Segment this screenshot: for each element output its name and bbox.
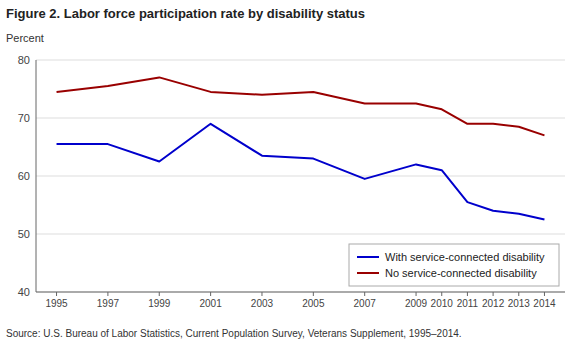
legend-swatch — [357, 272, 379, 274]
x-tick — [210, 292, 211, 296]
x-tick-label: 2003 — [251, 298, 274, 309]
x-tick-label: 2014 — [533, 298, 556, 309]
title: Figure 2. Labor force participation rate… — [6, 6, 365, 21]
y-tick-label: 40 — [18, 286, 30, 298]
x-tick-label: 2005 — [302, 298, 325, 309]
x-tick-label: 1997 — [97, 298, 120, 309]
x-tick — [416, 292, 417, 296]
grid-line — [36, 292, 565, 293]
y-axis-line — [36, 60, 37, 292]
chart-container: Figure 2. Labor force participation rate… — [0, 0, 575, 345]
x-tick — [493, 292, 494, 296]
series-line — [57, 77, 545, 135]
x-tick — [544, 292, 545, 296]
x-axis-line — [36, 292, 565, 293]
grid-line — [36, 176, 565, 177]
x-tick — [107, 292, 108, 296]
y-axis-label: Percent — [6, 32, 44, 44]
x-tick — [467, 292, 468, 296]
grid-line — [36, 60, 565, 61]
legend-box — [349, 244, 559, 286]
x-tick — [518, 292, 519, 296]
x-tick — [56, 292, 57, 296]
x-tick — [441, 292, 442, 296]
x-tick — [313, 292, 314, 296]
x-tick-label: 2013 — [508, 298, 531, 309]
x-tick-label: 2012 — [482, 298, 505, 309]
x-tick — [261, 292, 262, 296]
x-tick — [364, 292, 365, 296]
chart: Figure 2. Labor force participation rate… — [0, 0, 575, 345]
y-tick-label: 80 — [18, 54, 30, 66]
grid-line — [36, 118, 565, 119]
lines — [57, 77, 545, 219]
series-line — [57, 124, 545, 220]
grid — [36, 60, 565, 292]
x-tick-label: 2007 — [354, 298, 377, 309]
x-tick-label: 2010 — [431, 298, 454, 309]
x-tick-label: 1999 — [148, 298, 171, 309]
y-tick-label: 50 — [18, 228, 30, 240]
grid-line — [36, 234, 565, 235]
x-tick-label: 2001 — [199, 298, 222, 309]
source-note: Source: U.S. Bureau of Labor Statistics,… — [6, 328, 462, 339]
y-tick-label: 60 — [18, 170, 30, 182]
x-tick-label: 1995 — [45, 298, 68, 309]
x-tick — [159, 292, 160, 296]
legend-swatch — [357, 256, 379, 258]
legend: With service-connected disability No serv… — [349, 244, 559, 286]
legend-entry: No service-connected disability — [385, 267, 537, 279]
y-tick-label: 70 — [18, 112, 30, 124]
legend-entry: With service-connected disability — [385, 251, 545, 263]
x-tick-label: 2009 — [405, 298, 428, 309]
x-tick-label: 2011 — [457, 298, 479, 309]
